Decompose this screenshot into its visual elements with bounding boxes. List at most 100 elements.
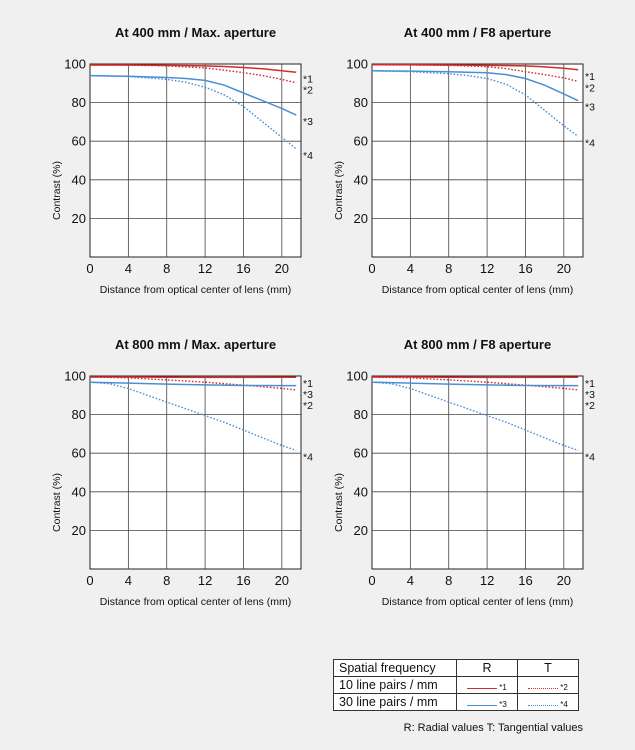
plot-area — [371, 63, 584, 258]
y-tick-label: 80 — [354, 407, 368, 422]
x-tick-label: 20 — [557, 573, 571, 588]
legend-header-row: Spatial frequency R T — [333, 659, 579, 677]
legend-swatch-solid-blue: *3 — [467, 701, 507, 709]
x-tick-label: 12 — [198, 261, 212, 276]
x-axis-label: Distance from optical center of lens (mm… — [382, 284, 573, 296]
chart-panel-2: 0 4 8 12 16 20 20 40 60 80 100 At 400 mm / F8 apert… — [333, 25, 595, 296]
series-line-2 — [371, 376, 579, 391]
y-tick-label: 80 — [72, 95, 86, 110]
legend-swatch-solid-red: *1 — [467, 684, 507, 692]
x-tick-label: 0 — [86, 261, 93, 276]
chart-panel-4: 0 4 8 12 16 20 20 40 60 80 100 At 800 mm / F8 apert… — [333, 337, 595, 608]
y-tick-label: 60 — [354, 446, 368, 461]
x-tick-label: 20 — [275, 261, 289, 276]
x-tick-label: 12 — [480, 261, 494, 276]
y-tick-label: 100 — [64, 369, 86, 384]
x-tick-label: 12 — [198, 573, 212, 588]
x-tick-label: 8 — [163, 261, 170, 276]
x-tick-label: 16 — [518, 573, 532, 588]
series-end-label: *4 — [585, 137, 595, 149]
series-line-3 — [371, 381, 579, 387]
legend-header-r: R — [456, 659, 518, 677]
legend-note: *4 — [560, 700, 568, 710]
x-axis-label: Distance from optical center of lens (mm… — [100, 284, 291, 296]
x-tick-label: 8 — [445, 261, 452, 276]
legend-note: *3 — [499, 700, 507, 710]
y-axis-label: Contrast (%) — [333, 161, 345, 220]
series-end-label: *1 — [303, 73, 313, 85]
y-tick-label: 60 — [72, 134, 86, 149]
x-tick-label: 4 — [407, 573, 414, 588]
y-tick-label: 100 — [346, 369, 368, 384]
x-tick-label: 8 — [445, 573, 452, 588]
legend-note: *2 — [560, 683, 568, 693]
x-tick-label: 8 — [163, 573, 170, 588]
legend-row-label: 10 line pairs / mm — [333, 676, 457, 694]
y-tick-label: 40 — [354, 484, 368, 499]
x-tick-label: 0 — [86, 573, 93, 588]
y-tick-label: 100 — [64, 57, 86, 72]
series-line-4 — [371, 70, 579, 137]
x-tick-label: 4 — [125, 261, 132, 276]
chart-title: At 400 mm / Max. aperture — [115, 25, 276, 40]
legend-swatch-r3: *3 — [456, 693, 518, 711]
series-line-2 — [89, 64, 297, 84]
y-tick-label: 20 — [72, 211, 86, 226]
legend-header-label: Spatial frequency — [333, 659, 457, 677]
legend-line-solid-red — [467, 687, 498, 689]
chart-title: At 800 mm / Max. aperture — [115, 337, 276, 352]
plot-area — [89, 63, 302, 258]
y-tick-label: 40 — [354, 172, 368, 187]
legend-header-t: T — [517, 659, 579, 677]
series-end-label: *3 — [303, 389, 313, 401]
x-tick-label: 20 — [557, 261, 571, 276]
y-tick-label: 60 — [354, 134, 368, 149]
x-tick-label: 12 — [480, 573, 494, 588]
y-tick-label: 20 — [354, 523, 368, 538]
legend-row-30lp: 30 line pairs / mm *3 *4 — [333, 693, 579, 711]
y-axis-label: Contrast (%) — [51, 161, 63, 220]
chart-panel-3: 0 4 8 12 16 20 20 40 60 80 100 At 800 mm / Max. ape… — [51, 337, 313, 608]
y-tick-label: 100 — [346, 57, 368, 72]
y-tick-label: 60 — [72, 446, 86, 461]
legend-swatch-t2: *2 — [517, 676, 579, 694]
series-end-label: *1 — [585, 378, 595, 390]
x-tick-label: 0 — [368, 573, 375, 588]
series-line-3 — [89, 74, 297, 116]
legend-swatch-dotted-blue: *4 — [528, 701, 568, 709]
series-end-label: *2 — [585, 400, 595, 412]
x-axis-label: Distance from optical center of lens (mm… — [382, 596, 573, 608]
legend-footnote: R: Radial values T: Tangential values — [403, 722, 583, 734]
legend-swatch-r1: *1 — [456, 676, 518, 694]
chart-title: At 800 mm / F8 aperture — [404, 337, 551, 352]
series-end-label: *1 — [585, 71, 595, 83]
series-end-label: *2 — [303, 400, 313, 412]
x-axis-label: Distance from optical center of lens (mm… — [100, 596, 291, 608]
series-line-2 — [89, 376, 297, 391]
series-end-label: *1 — [303, 378, 313, 390]
plot-area — [371, 375, 584, 570]
series-end-label: *4 — [303, 451, 313, 463]
series-end-label: *4 — [585, 451, 595, 463]
series-end-label: *2 — [585, 82, 595, 94]
series-end-label: *3 — [585, 389, 595, 401]
series-line-2 — [371, 64, 579, 83]
y-tick-label: 80 — [72, 407, 86, 422]
x-tick-label: 4 — [407, 261, 414, 276]
legend-swatch-t4: *4 — [517, 693, 579, 711]
y-axis-label: Contrast (%) — [51, 473, 63, 532]
series-end-label: *3 — [585, 102, 595, 114]
y-tick-label: 80 — [354, 95, 368, 110]
legend-table: Spatial frequency R T 10 line pairs / mm… — [333, 659, 579, 711]
legend-note: *1 — [499, 683, 507, 693]
series-end-label: *4 — [303, 150, 313, 162]
legend-line-dotted-red — [528, 687, 559, 689]
x-tick-label: 16 — [518, 261, 532, 276]
x-tick-label: 16 — [236, 573, 250, 588]
y-tick-label: 40 — [72, 484, 86, 499]
chart-panel-1: 0 4 8 12 16 20 20 40 60 80 100 At 400 mm / Max. ape… — [51, 25, 313, 296]
legend-row-10lp: 10 line pairs / mm *1 *2 — [333, 676, 579, 694]
series-line-3 — [89, 381, 297, 387]
